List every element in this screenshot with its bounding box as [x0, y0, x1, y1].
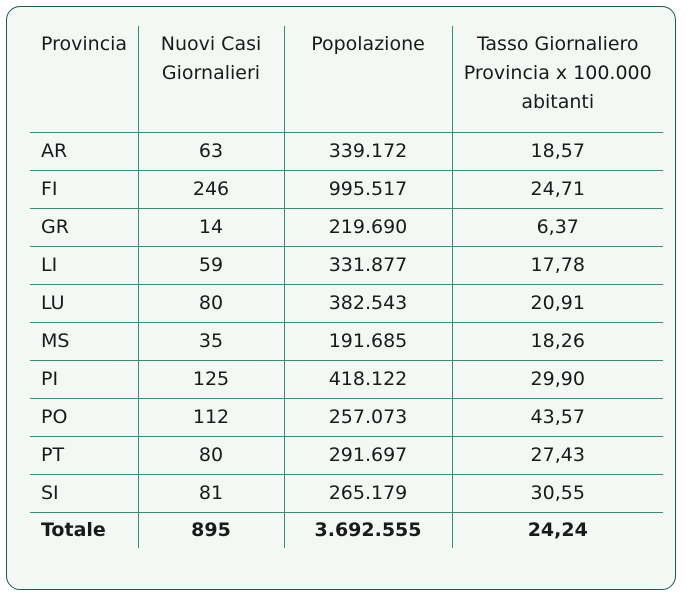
table-row: PI 125 418.122 29,90: [30, 360, 663, 399]
cell-popolazione: 219.690: [283, 208, 452, 247]
cell-popolazione: 191.685: [283, 322, 452, 361]
cell-tasso: 43,57: [451, 398, 663, 437]
cell-tasso: 6,37: [451, 208, 663, 247]
cell-nuovi-casi: 81: [137, 474, 284, 513]
table-row: AR 63 339.172 18,57: [30, 132, 663, 171]
cell-tasso: 24,71: [451, 170, 663, 209]
cell-nuovi-casi: 35: [137, 322, 284, 361]
cell-provincia: FI: [30, 170, 138, 209]
cell-tasso: 30,55: [451, 474, 663, 513]
table-row: SI 81 265.179 30,55: [30, 474, 663, 513]
total-popolazione: 3.692.555: [283, 512, 452, 548]
cell-tasso: 18,26: [451, 322, 663, 361]
cell-provincia: PT: [30, 436, 138, 475]
cell-tasso: 18,57: [451, 132, 663, 171]
cell-nuovi-casi: 59: [137, 246, 284, 285]
table-row: GR 14 219.690 6,37: [30, 208, 663, 247]
cell-provincia: MS: [30, 322, 138, 361]
table-row: PT 80 291.697 27,43: [30, 436, 663, 475]
cell-provincia: LI: [30, 246, 138, 285]
total-label: Totale: [41, 519, 106, 542]
cell-tasso: 27,43: [451, 436, 663, 475]
cell-provincia: PO: [30, 398, 138, 437]
total-tasso: 24,24: [451, 512, 663, 548]
cell-provincia: SI: [30, 474, 138, 513]
table-row: MS 35 191.685 18,26: [30, 322, 663, 361]
cell-popolazione: 291.697: [283, 436, 452, 475]
table-row: LI 59 331.877 17,78: [30, 246, 663, 285]
cell-provincia: LU: [30, 284, 138, 323]
table-row: LU 80 382.543 20,91: [30, 284, 663, 323]
cell-nuovi-casi: 14: [137, 208, 284, 247]
total-row: Totale 895 3.692.555 24,24: [30, 512, 663, 548]
cell-provincia: GR: [30, 208, 138, 247]
total-nuovi-casi: 895: [137, 512, 284, 548]
cell-nuovi-casi: 80: [137, 284, 284, 323]
cell-popolazione: 418.122: [283, 360, 452, 399]
cases-table: Provincia Nuovi Casi Giornalieri Popolaz…: [30, 26, 663, 548]
header-provincia: Provincia: [30, 26, 138, 133]
header-popolazione: Popolazione: [283, 26, 452, 133]
cell-popolazione: 257.073: [283, 398, 452, 437]
table-row: PO 112 257.073 43,57: [30, 398, 663, 437]
table-row: FI 246 995.517 24,71: [30, 170, 663, 209]
table-card: Provincia Nuovi Casi Giornalieri Popolaz…: [6, 6, 676, 590]
header-nuovi-casi: Nuovi Casi Giornalieri: [137, 26, 284, 133]
cell-provincia: AR: [30, 132, 138, 171]
cell-popolazione: 995.517: [283, 170, 452, 209]
cell-popolazione: 382.543: [283, 284, 452, 323]
cell-nuovi-casi: 125: [137, 360, 284, 399]
cell-nuovi-casi: 246: [137, 170, 284, 209]
cell-popolazione: 265.179: [283, 474, 452, 513]
cell-tasso: 17,78: [451, 246, 663, 285]
header-row: Provincia Nuovi Casi Giornalieri Popolaz…: [30, 26, 663, 133]
header-tasso: Tasso Giornaliero Provincia x 100.000 ab…: [451, 26, 663, 133]
cell-tasso: 29,90: [451, 360, 663, 399]
cell-nuovi-casi: 63: [137, 132, 284, 171]
cell-tasso: 20,91: [451, 284, 663, 323]
cell-nuovi-casi: 80: [137, 436, 284, 475]
cell-nuovi-casi: 112: [137, 398, 284, 437]
cell-popolazione: 331.877: [283, 246, 452, 285]
cell-popolazione: 339.172: [283, 132, 452, 171]
cell-provincia: PI: [30, 360, 138, 399]
